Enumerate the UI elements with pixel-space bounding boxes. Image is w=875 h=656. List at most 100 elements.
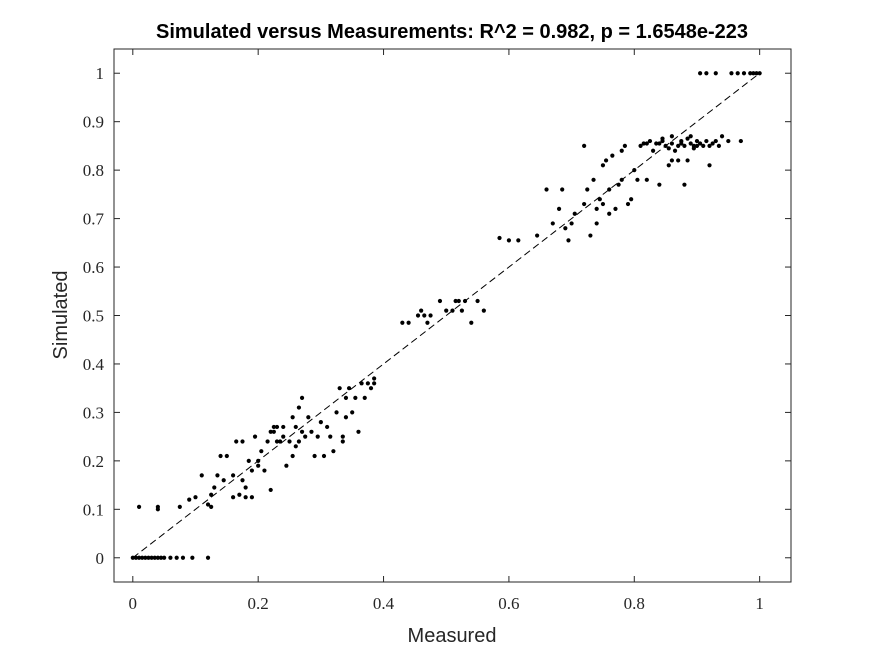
y-tick-label: 0.7 bbox=[83, 210, 105, 229]
y-tick-label: 0.2 bbox=[83, 452, 104, 471]
data-point bbox=[556, 206, 562, 211]
data-point bbox=[582, 201, 587, 207]
data-point bbox=[177, 504, 182, 509]
data-point bbox=[221, 478, 226, 483]
y-tick-label: 0.8 bbox=[83, 161, 104, 180]
data-point bbox=[406, 320, 411, 325]
data-point bbox=[688, 134, 693, 139]
data-point bbox=[312, 453, 317, 459]
data-point bbox=[585, 187, 590, 192]
data-point bbox=[331, 449, 336, 454]
data-point bbox=[569, 221, 574, 226]
data-point bbox=[268, 487, 273, 493]
data-point bbox=[594, 221, 599, 226]
data-point bbox=[249, 468, 255, 473]
points-layer bbox=[130, 71, 762, 560]
data-point bbox=[419, 308, 424, 313]
data-point bbox=[231, 473, 236, 478]
data-point bbox=[437, 298, 443, 304]
data-point bbox=[516, 238, 521, 243]
data-point bbox=[174, 555, 179, 560]
data-point bbox=[340, 439, 345, 444]
data-point bbox=[754, 71, 759, 76]
data-point bbox=[591, 177, 596, 182]
data-point bbox=[259, 449, 264, 454]
data-point bbox=[657, 182, 662, 187]
data-point bbox=[757, 71, 762, 76]
chart-title: Simulated versus Measurements: R^2 = 0.9… bbox=[156, 21, 748, 43]
data-point bbox=[268, 429, 273, 434]
data-point bbox=[303, 434, 308, 439]
data-point bbox=[130, 555, 135, 560]
data-point bbox=[741, 71, 747, 76]
data-point bbox=[459, 308, 465, 313]
data-point bbox=[281, 434, 286, 439]
data-point bbox=[666, 163, 671, 168]
x-tick-label: 0.8 bbox=[624, 594, 645, 613]
data-point bbox=[610, 153, 615, 158]
data-point bbox=[240, 439, 245, 444]
data-point bbox=[716, 143, 722, 149]
data-point bbox=[271, 429, 276, 434]
plot-area: 0 0.2 0.4 0.6 0.8 1 0 0.1 0.2 0.3 0.4 0.5 0.6 0.7 0.8… bbox=[83, 48, 792, 613]
data-point bbox=[168, 555, 173, 560]
data-point bbox=[560, 187, 565, 192]
data-point bbox=[506, 238, 512, 243]
data-point bbox=[340, 434, 345, 439]
data-point bbox=[748, 71, 753, 76]
data-point bbox=[334, 410, 339, 415]
data-point bbox=[707, 143, 712, 149]
data-point bbox=[143, 555, 148, 560]
data-point bbox=[679, 138, 684, 144]
data-point bbox=[187, 497, 192, 502]
data-point bbox=[271, 424, 276, 430]
data-point bbox=[428, 313, 433, 318]
data-point bbox=[315, 434, 320, 439]
y-axis-label: Simulated bbox=[50, 271, 72, 360]
y-ticks: 0 0.1 0.2 0.3 0.4 0.5 0.6 0.7 0.8 0.9 1 bbox=[83, 64, 791, 568]
data-point bbox=[713, 138, 718, 144]
data-point bbox=[669, 158, 674, 163]
data-point bbox=[603, 158, 609, 163]
data-point bbox=[256, 458, 261, 463]
x-axis-label: Measured bbox=[408, 625, 497, 647]
y-tick-label: 0.9 bbox=[83, 113, 104, 132]
data-point bbox=[212, 485, 217, 490]
data-point bbox=[497, 235, 502, 241]
y-tick-label: 0.5 bbox=[83, 307, 104, 326]
data-point bbox=[629, 197, 634, 202]
data-point bbox=[572, 211, 577, 216]
data-point bbox=[231, 495, 236, 500]
x-tick-label: 0 bbox=[129, 594, 138, 613]
data-point bbox=[262, 468, 267, 473]
y-tick-label: 0.6 bbox=[83, 258, 104, 277]
data-point bbox=[698, 141, 703, 146]
data-point bbox=[688, 141, 693, 146]
reference-line bbox=[132, 72, 760, 559]
data-point bbox=[663, 143, 668, 149]
data-point bbox=[306, 415, 311, 420]
data-point bbox=[619, 177, 624, 182]
data-point bbox=[710, 141, 715, 146]
data-point bbox=[190, 555, 195, 560]
data-point bbox=[613, 206, 618, 211]
data-point bbox=[365, 381, 370, 386]
data-point bbox=[729, 71, 734, 76]
data-point bbox=[694, 143, 700, 149]
data-point bbox=[462, 298, 468, 304]
data-point bbox=[205, 555, 211, 560]
data-point bbox=[133, 555, 139, 560]
data-point bbox=[368, 386, 374, 391]
data-point bbox=[356, 429, 361, 434]
data-point bbox=[237, 492, 242, 497]
data-point bbox=[638, 143, 643, 149]
data-point bbox=[701, 143, 706, 149]
data-point bbox=[224, 453, 229, 459]
data-point bbox=[566, 238, 571, 243]
data-point bbox=[284, 463, 289, 468]
data-point bbox=[616, 182, 621, 187]
data-point bbox=[155, 555, 160, 560]
data-point bbox=[632, 168, 637, 173]
data-point bbox=[290, 453, 295, 459]
